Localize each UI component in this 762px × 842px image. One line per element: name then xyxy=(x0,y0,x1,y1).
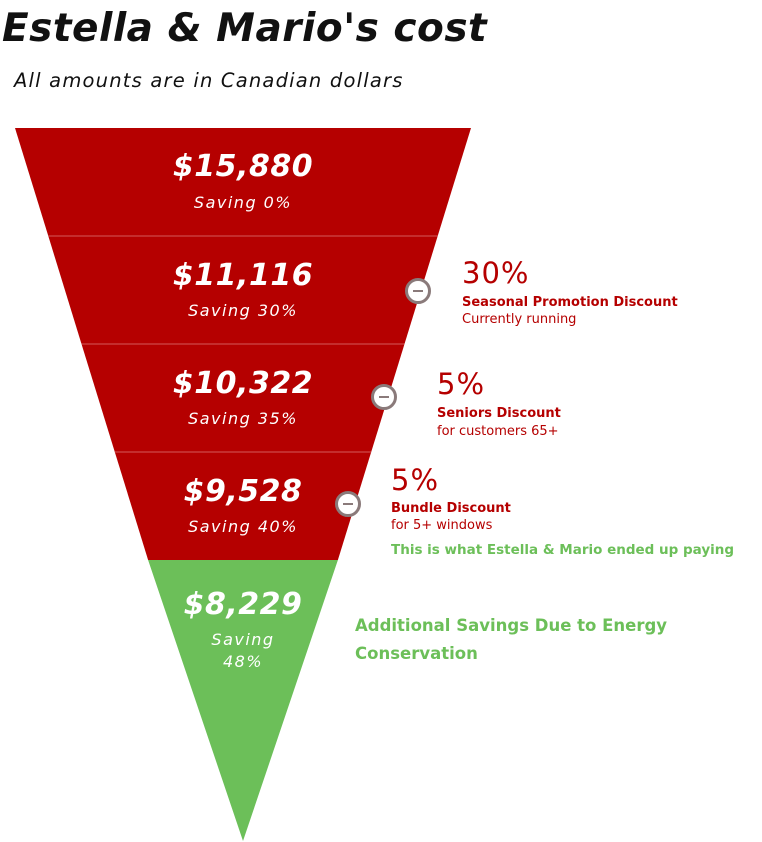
funnel-tier-3 xyxy=(81,344,405,452)
funnel-tier-5 xyxy=(148,560,338,841)
tier-amount: $15,880 xyxy=(172,149,314,184)
funnel-tier-2 xyxy=(48,236,438,344)
tier-amount: $11,116 xyxy=(172,258,314,293)
tier-amount: $9,528 xyxy=(183,474,303,509)
tier-saving: Saving 35% xyxy=(188,409,298,428)
discount-name: Seasonal Promotion Discount xyxy=(462,295,678,310)
minus-circle-icon xyxy=(405,278,431,304)
discount-percent: 30% xyxy=(462,256,530,290)
funnel-tier-4 xyxy=(114,452,372,560)
discount-note: for 5+ windows xyxy=(391,518,493,533)
funnel-tier-1 xyxy=(15,128,471,236)
page-subtitle: All amounts are in Canadian dollars xyxy=(14,69,404,92)
discount-name: Seniors Discount xyxy=(437,406,561,421)
discount-note: for customers 65+ xyxy=(437,424,559,439)
discount-percent: 5% xyxy=(391,463,440,497)
tier-saving: Saving 48% xyxy=(211,630,275,671)
tier-amount: $8,229 xyxy=(183,587,303,622)
tier-saving: Saving 40% xyxy=(188,517,298,536)
paid-note: This is what Estella & Mario ended up pa… xyxy=(391,542,735,558)
discount-percent: 5% xyxy=(437,367,486,401)
discount-name: Bundle Discount xyxy=(391,501,511,516)
page-title: Estella & Mario's cost xyxy=(2,6,488,51)
tier-saving: Saving 30% xyxy=(188,301,298,320)
tier-amount: $10,322 xyxy=(172,366,314,401)
minus-circle-icon xyxy=(335,491,361,517)
tier-saving: Saving 0% xyxy=(193,193,293,212)
energy-savings-note: Additional Savings Due to Energy Conserv… xyxy=(355,616,668,663)
minus-circle-icon xyxy=(371,384,397,410)
discount-note: Currently running xyxy=(462,312,577,327)
